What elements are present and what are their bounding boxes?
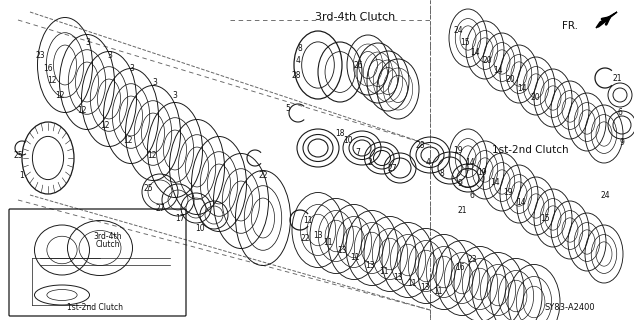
Text: 18: 18 bbox=[335, 129, 345, 138]
Text: 14: 14 bbox=[465, 157, 475, 166]
Text: 11: 11 bbox=[350, 253, 359, 262]
Text: 14: 14 bbox=[516, 197, 526, 206]
Text: 19: 19 bbox=[453, 146, 463, 155]
Text: 14: 14 bbox=[490, 178, 500, 187]
Text: 3: 3 bbox=[172, 91, 178, 100]
Text: 21: 21 bbox=[457, 205, 467, 214]
Text: 20: 20 bbox=[530, 92, 540, 101]
Text: Clutch: Clutch bbox=[96, 239, 120, 249]
Text: 8: 8 bbox=[297, 44, 302, 52]
Text: 9: 9 bbox=[458, 179, 462, 188]
Text: 20: 20 bbox=[505, 75, 515, 84]
Text: 11: 11 bbox=[323, 237, 333, 246]
Text: 13: 13 bbox=[393, 274, 403, 283]
Text: 6: 6 bbox=[470, 190, 474, 199]
Text: 7: 7 bbox=[356, 148, 361, 156]
Polygon shape bbox=[596, 12, 617, 28]
Text: 22: 22 bbox=[258, 171, 268, 180]
Text: 13: 13 bbox=[365, 260, 375, 269]
Text: 10: 10 bbox=[195, 223, 205, 233]
Text: 19: 19 bbox=[503, 188, 513, 196]
Text: 28: 28 bbox=[291, 70, 301, 79]
Text: 9: 9 bbox=[619, 138, 624, 147]
Text: 13: 13 bbox=[337, 245, 347, 254]
Text: 1st-2nd Clutch: 1st-2nd Clutch bbox=[492, 145, 568, 155]
Text: 15: 15 bbox=[540, 213, 550, 222]
Text: 15: 15 bbox=[460, 37, 470, 46]
Text: 12: 12 bbox=[100, 121, 110, 130]
Text: 26: 26 bbox=[353, 60, 363, 69]
Text: 27: 27 bbox=[387, 164, 397, 172]
Text: 11: 11 bbox=[407, 278, 417, 287]
Text: 3: 3 bbox=[86, 37, 91, 46]
Text: 14: 14 bbox=[517, 84, 527, 92]
Text: 13: 13 bbox=[313, 230, 323, 239]
Text: 17: 17 bbox=[175, 213, 185, 222]
Text: 13: 13 bbox=[420, 284, 430, 292]
Text: 21: 21 bbox=[612, 74, 622, 83]
Text: 25: 25 bbox=[13, 150, 23, 159]
Text: 3rd-4th: 3rd-4th bbox=[94, 231, 122, 241]
Text: 12: 12 bbox=[77, 106, 87, 115]
Text: 3: 3 bbox=[129, 63, 134, 73]
Text: 27: 27 bbox=[155, 204, 165, 212]
Text: 12: 12 bbox=[55, 91, 65, 100]
Text: 23: 23 bbox=[467, 255, 477, 265]
Text: 14: 14 bbox=[493, 66, 503, 75]
Text: 1: 1 bbox=[20, 171, 24, 180]
Text: 5: 5 bbox=[285, 103, 290, 113]
Text: 12: 12 bbox=[123, 135, 133, 145]
Text: 12: 12 bbox=[147, 150, 157, 159]
Text: 22: 22 bbox=[301, 234, 310, 243]
Text: FR.: FR. bbox=[562, 21, 578, 31]
Text: 4: 4 bbox=[295, 55, 301, 65]
Text: 11: 11 bbox=[303, 215, 313, 225]
Text: 1st-2nd Clutch: 1st-2nd Clutch bbox=[67, 303, 123, 313]
Text: 19: 19 bbox=[477, 167, 487, 177]
Text: 24: 24 bbox=[600, 190, 610, 199]
Text: 28: 28 bbox=[415, 140, 425, 149]
Text: 10: 10 bbox=[343, 135, 353, 145]
Text: 3rd-4th Clutch: 3rd-4th Clutch bbox=[315, 12, 395, 22]
Text: 14: 14 bbox=[470, 47, 480, 57]
Text: 11: 11 bbox=[433, 287, 443, 297]
Text: 23: 23 bbox=[36, 51, 45, 60]
Text: 4: 4 bbox=[425, 157, 430, 166]
Text: 8: 8 bbox=[439, 169, 444, 178]
Text: 12: 12 bbox=[48, 76, 57, 84]
Text: 24: 24 bbox=[453, 26, 463, 35]
Text: 2: 2 bbox=[368, 157, 372, 166]
Text: 6: 6 bbox=[618, 108, 623, 116]
Text: 20: 20 bbox=[482, 55, 492, 65]
Text: 16: 16 bbox=[43, 63, 53, 73]
Text: 16: 16 bbox=[455, 263, 465, 273]
Text: 11: 11 bbox=[379, 268, 389, 276]
Text: 3: 3 bbox=[153, 77, 157, 86]
Text: SY83-A2400: SY83-A2400 bbox=[545, 303, 595, 313]
Text: 25: 25 bbox=[143, 183, 153, 193]
Text: 3: 3 bbox=[108, 51, 112, 60]
